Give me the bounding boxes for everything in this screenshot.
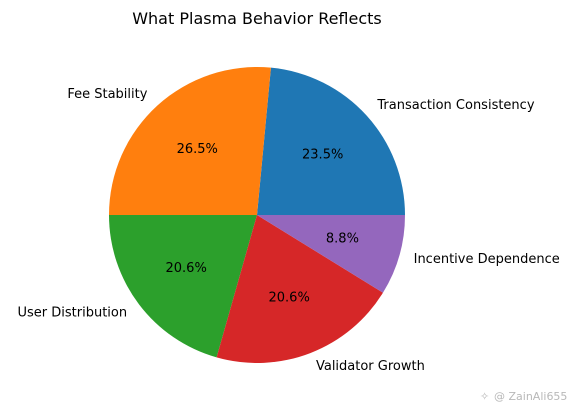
slice-label-fee-stability: Fee Stability bbox=[67, 87, 147, 102]
watermark-text: @ ZainAli655 bbox=[494, 390, 567, 403]
slice-percent-labels: 23.5% 26.5% 20.6% 20.6% 8.8% bbox=[166, 142, 359, 305]
watermark: ✧ @ ZainAli655 bbox=[480, 390, 567, 403]
sparkle-icon: ✧ bbox=[480, 390, 489, 403]
slice-percent-transaction-consistency: 23.5% bbox=[302, 148, 343, 163]
pie-slice-fee-stability bbox=[109, 67, 271, 215]
slice-label-validator-growth: Validator Growth bbox=[316, 359, 425, 374]
slice-percent-validator-growth: 20.6% bbox=[269, 290, 310, 305]
slice-percent-user-distribution: 20.6% bbox=[166, 261, 207, 276]
pie-slices bbox=[109, 67, 405, 364]
slice-label-user-distribution: User Distribution bbox=[18, 306, 128, 321]
slice-labels: Transaction Consistency Fee Stability User… bbox=[18, 87, 560, 374]
slice-label-incentive-dependence: Incentive Dependence bbox=[414, 252, 560, 267]
chart-title: What Plasma Behavior Reflects bbox=[132, 9, 382, 28]
slice-label-transaction-consistency: Transaction Consistency bbox=[376, 98, 534, 113]
slice-percent-fee-stability: 26.5% bbox=[177, 142, 218, 157]
pie-slice-incentive-dependence bbox=[257, 215, 405, 293]
slice-percent-incentive-dependence: 8.8% bbox=[326, 232, 359, 247]
pie-slice-transaction-consistency bbox=[257, 67, 405, 215]
pie-slice-validator-growth bbox=[216, 215, 383, 364]
pie-slice-user-distribution bbox=[109, 215, 257, 358]
